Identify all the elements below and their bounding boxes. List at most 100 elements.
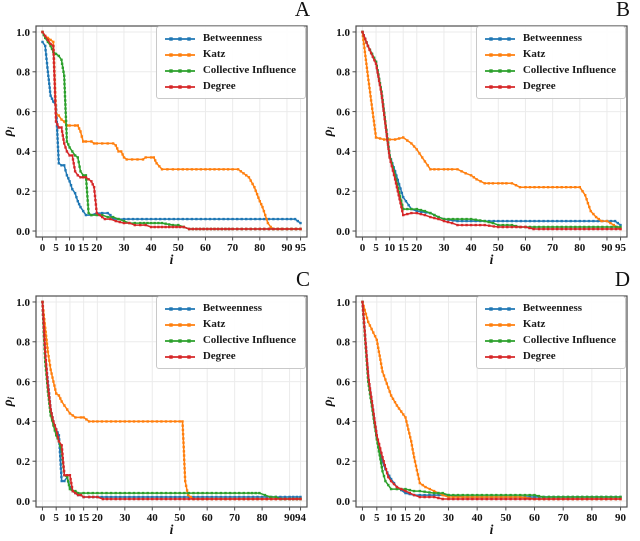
line-chart-c: 0 5 10 15 20 30 40 50 60 70 80 90 94 0.0 0.2 0.4 0.6 0.8 1… (0, 295, 308, 537)
svg-text:5: 5 (53, 512, 59, 524)
svg-text:1.0: 1.0 (16, 27, 30, 39)
svg-text:i: i (170, 252, 174, 267)
svg-text:1.0: 1.0 (16, 297, 30, 309)
legend-line-sample (484, 338, 515, 343)
svg-text:1.0: 1.0 (336, 27, 350, 39)
svg-text:0.4: 0.4 (336, 416, 350, 428)
svg-text:10: 10 (386, 512, 398, 524)
legend-item-degree: Degree (484, 350, 616, 363)
svg-text:90: 90 (601, 242, 613, 254)
svg-text:10: 10 (384, 242, 396, 254)
legend-label: Katz (202, 318, 226, 330)
legend-line-sample (164, 306, 195, 311)
svg-text:0: 0 (360, 512, 366, 524)
svg-text:50: 50 (493, 242, 505, 254)
legend-item-collective-influence: Collective Influence (164, 334, 296, 347)
svg-text:0.4: 0.4 (16, 146, 30, 158)
legend-item-betweenness: Betweenness (164, 32, 296, 45)
legend-item-collective-influence: Collective Influence (484, 64, 616, 77)
svg-text:0.8: 0.8 (336, 337, 350, 349)
svg-text:0: 0 (40, 512, 46, 524)
svg-text:15: 15 (398, 242, 410, 254)
svg-text:15: 15 (400, 512, 412, 524)
svg-text:5: 5 (374, 512, 380, 524)
legend-label: Katz (522, 48, 546, 60)
panel-label-c: C (295, 267, 310, 291)
svg-text:20: 20 (411, 242, 423, 254)
svg-text:15: 15 (78, 242, 90, 254)
legend-label: Betweenness (202, 302, 263, 314)
svg-text:ρi: ρi (320, 396, 337, 407)
svg-text:70: 70 (227, 242, 239, 254)
legend-label: Betweenness (522, 302, 583, 314)
svg-text:80: 80 (257, 512, 269, 524)
legend-label: Degree (202, 80, 236, 92)
svg-text:0.0: 0.0 (336, 496, 350, 508)
svg-text:80: 80 (586, 512, 598, 524)
legend-item-katz: Katz (164, 318, 296, 331)
svg-text:0.6: 0.6 (336, 376, 350, 388)
svg-text:40: 40 (466, 242, 478, 254)
legend-label: Degree (522, 350, 556, 362)
svg-text:0.8: 0.8 (336, 67, 350, 79)
svg-text:0.4: 0.4 (336, 146, 350, 158)
svg-text:95: 95 (615, 242, 627, 254)
panel-label-b: B (615, 0, 630, 21)
svg-text:10: 10 (64, 512, 76, 524)
legend-item-betweenness: Betweenness (484, 32, 616, 45)
svg-text:40: 40 (472, 512, 484, 524)
svg-text:1.0: 1.0 (336, 297, 350, 309)
legend-label: Katz (522, 318, 546, 330)
legend-line-sample (484, 84, 515, 89)
svg-text:i: i (490, 252, 494, 267)
svg-text:0.6: 0.6 (336, 106, 350, 118)
legend-c: Betweenness Katz Collective Influence De… (155, 296, 306, 369)
legend-line-sample (484, 52, 515, 57)
svg-text:0.2: 0.2 (16, 456, 30, 468)
svg-text:90: 90 (615, 512, 627, 524)
svg-text:60: 60 (200, 242, 212, 254)
panel-c: 0 5 10 15 20 30 40 50 60 70 80 90 94 0.0 0.2 0.4 0.6 0.8 1… (0, 267, 320, 540)
panel-label-a: A (294, 0, 310, 21)
legend-item-collective-influence: Collective Influence (164, 64, 296, 77)
svg-text:20: 20 (91, 242, 103, 254)
legend-d: Betweenness Katz Collective Influence De… (475, 296, 626, 369)
svg-text:60: 60 (202, 512, 214, 524)
svg-text:70: 70 (229, 512, 241, 524)
svg-text:60: 60 (520, 242, 532, 254)
legend-line-sample (164, 354, 195, 359)
legend-a: Betweenness Katz Collective Influence De… (155, 26, 306, 99)
svg-text:50: 50 (174, 512, 186, 524)
legend-line-sample (164, 84, 195, 89)
line-chart-b: 0 5 10 15 20 30 40 50 60 70 80 90 95 0.0 0.2 0.4 0.6 0.8 1… (320, 25, 628, 267)
svg-text:30: 30 (119, 512, 131, 524)
svg-text:0.2: 0.2 (16, 186, 30, 198)
svg-text:0.0: 0.0 (16, 496, 30, 508)
legend-item-betweenness: Betweenness (484, 302, 616, 315)
legend-line-sample (164, 322, 195, 327)
legend-line-sample (484, 322, 515, 327)
svg-text:20: 20 (414, 512, 426, 524)
legend-label: Degree (522, 80, 556, 92)
legend-line-sample (484, 68, 515, 73)
svg-text:0: 0 (360, 242, 366, 254)
svg-text:50: 50 (500, 512, 512, 524)
svg-text:15: 15 (78, 512, 90, 524)
svg-text:20: 20 (92, 512, 104, 524)
svg-text:0.2: 0.2 (336, 186, 350, 198)
svg-text:0.0: 0.0 (16, 226, 30, 238)
svg-text:0.2: 0.2 (336, 456, 350, 468)
svg-text:i: i (490, 522, 494, 537)
legend-label: Collective Influence (522, 334, 616, 346)
legend-item-degree: Degree (484, 80, 616, 93)
legend-label: Betweenness (202, 32, 263, 44)
legend-label: Katz (202, 48, 226, 60)
svg-text:90: 90 (281, 242, 293, 254)
svg-text:80: 80 (574, 242, 586, 254)
legend-line-sample (484, 306, 515, 311)
legend-item-collective-influence: Collective Influence (484, 334, 616, 347)
svg-text:40: 40 (146, 242, 158, 254)
legend-item-katz: Katz (484, 48, 616, 61)
svg-text:0: 0 (40, 242, 46, 254)
